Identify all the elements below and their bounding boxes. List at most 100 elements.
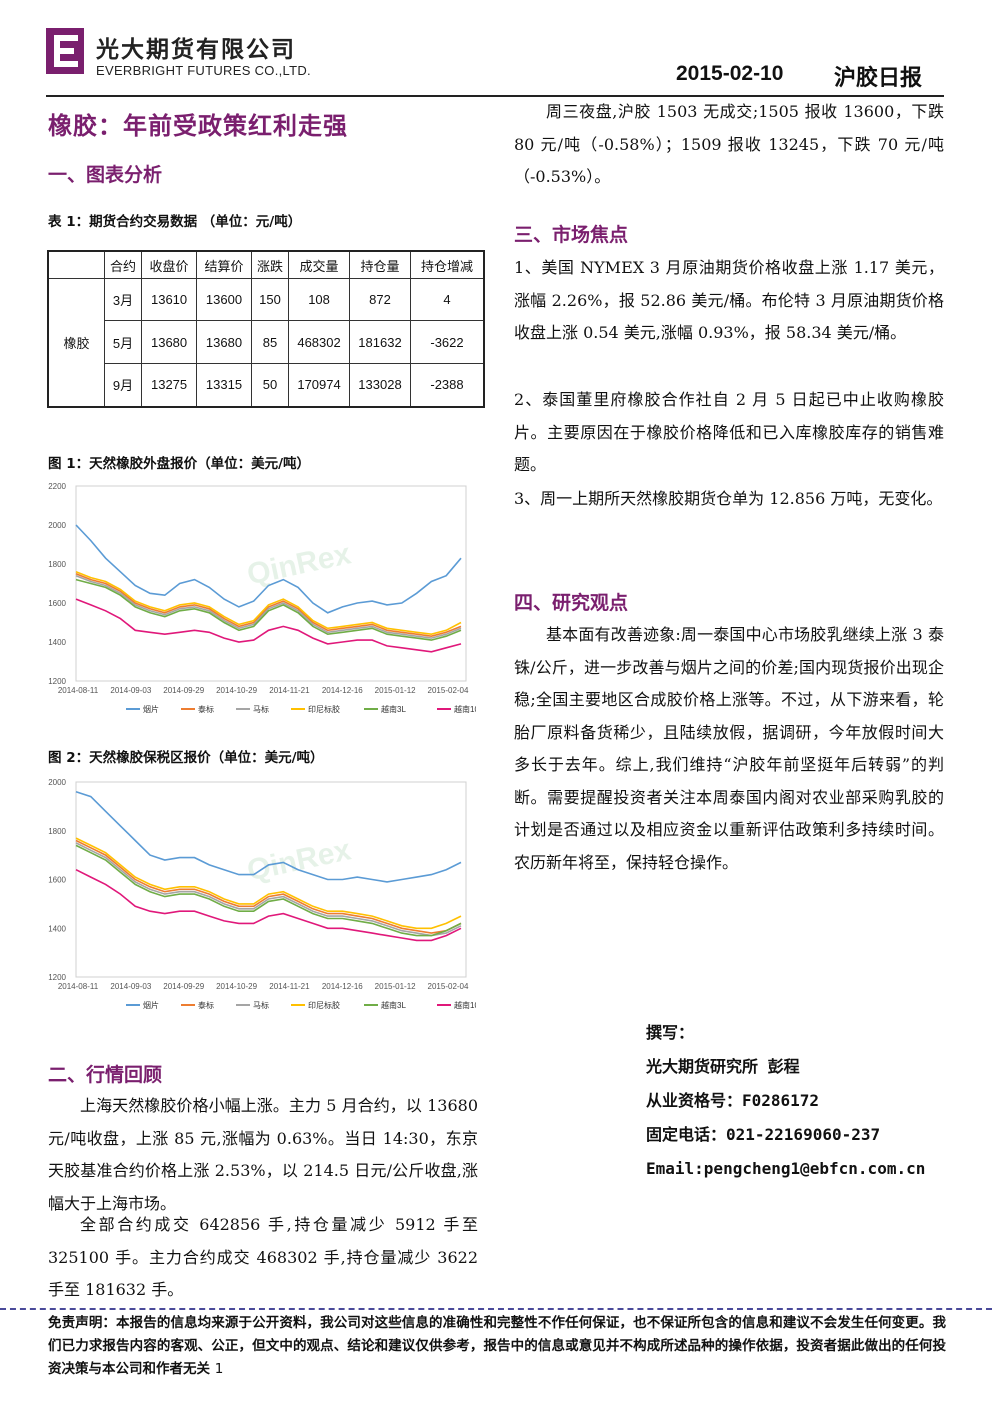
table-cell: 13680	[196, 320, 252, 364]
market-focus-item: 3、周一上期所天然橡胶期货仓单为 12.856 万吨，无变化。	[514, 489, 943, 508]
table-corner-cell	[47, 250, 105, 279]
table-cell: 872	[349, 277, 411, 322]
series-line	[75, 578, 462, 641]
table-cell: 5月	[103, 320, 143, 364]
table-cell: 13610	[141, 277, 198, 322]
x-tick-label: 2014-09-29	[163, 686, 204, 695]
report-name: 沪胶日报	[834, 66, 923, 91]
legend-label: 越南10号	[454, 704, 476, 714]
table-cell: 181632	[349, 320, 411, 364]
x-tick-label: 2014-12-16	[322, 982, 363, 991]
table-row: 5月 13680 13680 85 468302 181632 -3622	[48, 320, 485, 364]
research-view-paragraph: 基本面有改善迹象:周一泰国中心市场胶乳继续上涨 3 泰铢/公斤，进一步改善与烟片…	[514, 625, 944, 872]
figure2-caption: 图 2：天然橡胶保税区报价（单位：美元/吨）	[48, 750, 324, 766]
x-tick-label: 2014-12-16	[322, 686, 363, 695]
table-cell: 108	[288, 277, 351, 322]
table-caption: 表 1：期货合约交易数据 （单位：元/吨）	[48, 214, 302, 230]
figure1-caption: 图 1：天然橡胶外盘报价（单位：美元/吨）	[48, 456, 311, 472]
table-row: 橡胶 3月 13610 13600 150 108 872 4	[47, 277, 485, 408]
section2-paragraph1: 上海天然橡胶价格小幅上涨。主力 5 月合约，以 13680 元/吨收盘，上涨 8…	[48, 1096, 478, 1213]
company-logo	[46, 28, 84, 74]
author-license: 从业资格号：F0286172	[646, 1091, 820, 1110]
table-cell: 85	[250, 320, 290, 364]
page-number: 1	[214, 1361, 224, 1377]
author-email[interactable]: Email:pengcheng1@ebfcn.com.cn	[646, 1159, 926, 1178]
y-tick-label: 1800	[48, 827, 66, 836]
chart-svg: QinRex 2200 2000 1800 1600 1400 12002014-08-11…	[48, 482, 487, 714]
footer-divider	[0, 1308, 992, 1310]
market-focus-item: 2、泰国董里府橡胶合作社自 2 月 5 日起已中止收购橡胶片。主要原因在于橡胶价…	[514, 390, 944, 474]
table-header-cell: 涨跌	[250, 250, 290, 279]
table-cell: 150	[250, 277, 290, 322]
table-cell: 13600	[196, 277, 252, 322]
x-tick-label: 2015-01-12	[375, 686, 416, 695]
x-tick-label: 2014-11-21	[269, 686, 310, 695]
x-tick-label: 2014-08-11	[58, 686, 99, 695]
market-focus-item: 1、美国 NYMEX 3 月原油期货价格收盘上涨 1.17 美元，涨幅 2.26…	[514, 258, 944, 342]
disclaimer-text: 免责声明：本报告的信息均来源于公开资料，我公司对这些信息的准确性和完整性不作任何…	[48, 1315, 946, 1377]
series-line	[75, 839, 462, 934]
table-cell: 9月	[103, 362, 143, 408]
trade-data-table: 合约 收盘价 结算价 涨跌 成交量 持仓量 持仓增减 橡胶 3月 13610 1…	[47, 250, 485, 408]
company-name-cn: 光大期货有限公司	[96, 36, 296, 63]
series-line	[75, 598, 462, 653]
disclaimer: 免责声明：本报告的信息均来源于公开资料，我公司对这些信息的准确性和完整性不作任何…	[48, 1312, 946, 1381]
series-line	[75, 524, 462, 614]
plot-frame	[75, 485, 467, 682]
company-name-en: EVERBRIGHT FUTURES CO.,LTD.	[96, 63, 311, 78]
author-phone: 固定电话：021-22169060-237	[646, 1125, 881, 1144]
series-line	[75, 791, 462, 883]
table-cell: 4	[409, 277, 485, 322]
y-tick-label: 1400	[48, 638, 66, 647]
chart-bonded-price: QinRex 2000 1800 1600 1400 1200 2014-08-11 2014…	[46, 772, 487, 1022]
y-tick-label: 1600	[48, 599, 66, 608]
legend-label: 烟片	[143, 704, 159, 714]
legend-label: 泰标	[198, 1000, 214, 1010]
legend-label: 马标	[253, 1000, 269, 1010]
legend-label: 越南3L	[381, 704, 406, 714]
y-tick-label: 1200	[48, 973, 66, 982]
chart-overseas-price: QinRex 2200 2000 1800 1600 1400 1200 2014-08-11…	[46, 476, 487, 726]
series-line	[75, 571, 462, 636]
main-title: 橡胶：年前受政策红利走强	[48, 111, 348, 140]
series-line	[75, 572, 462, 638]
legend-label: 越南3L	[381, 1000, 406, 1010]
x-tick-label: 2015-02-04	[428, 982, 469, 991]
author-label: 撰写：	[646, 1023, 695, 1042]
series-line	[75, 844, 462, 937]
y-tick-label: 1200	[48, 677, 66, 686]
x-tick-label: 2014-10-29	[216, 982, 257, 991]
x-tick-label: 2014-09-29	[163, 982, 204, 991]
y-tick-label: 1600	[48, 876, 66, 885]
table-header-row: 合约 收盘价 结算价 涨跌 成交量 持仓量 持仓增减	[47, 250, 485, 279]
x-tick-label: 2014-11-21	[269, 982, 310, 991]
table-cell: 468302	[288, 320, 351, 364]
x-tick-label: 2015-02-04	[428, 686, 469, 695]
y-tick-label: 2000	[48, 521, 66, 530]
table-header-cell: 成交量	[288, 250, 351, 279]
table-row: 9月 13275 13315 50 170974 133028 -2388	[48, 362, 485, 408]
table-cell: 50	[250, 362, 290, 408]
series-line	[75, 837, 462, 930]
plot-frame	[75, 781, 467, 978]
night-session-paragraph: 周三夜盘,沪胶 1503 无成交;1505 报收 13600，下跌 80 元/吨…	[514, 102, 944, 186]
x-tick-label: 2014-08-11	[58, 982, 99, 991]
table-cell: -2388	[409, 362, 485, 408]
table-header-cell: 收盘价	[141, 250, 198, 279]
x-tick-label: 2014-10-29	[216, 686, 257, 695]
legend-label: 烟片	[143, 1000, 159, 1010]
author-name: 光大期货研究所 彭程	[646, 1057, 800, 1076]
x-tick-label: 2014-09-03	[110, 982, 151, 991]
section2-title: 二、行情回顾	[48, 1064, 163, 1086]
table-cell: 13275	[141, 362, 198, 408]
section4-title: 四、研究观点	[514, 592, 629, 614]
section2-paragraph2: 全部合约成交 642856 手,持仓量减少 5912 手至 325100 手。主…	[48, 1215, 478, 1299]
y-tick-label: 1400	[48, 924, 66, 933]
legend-label: 泰标	[198, 704, 214, 714]
y-tick-label: 1800	[48, 560, 66, 569]
report-date: 2015-02-10	[676, 62, 784, 85]
x-tick-label: 2015-01-12	[375, 982, 416, 991]
table-header-cell: 持仓增减	[409, 250, 485, 279]
table-header-cell: 合约	[103, 250, 143, 279]
table-header-cell: 持仓量	[349, 250, 411, 279]
